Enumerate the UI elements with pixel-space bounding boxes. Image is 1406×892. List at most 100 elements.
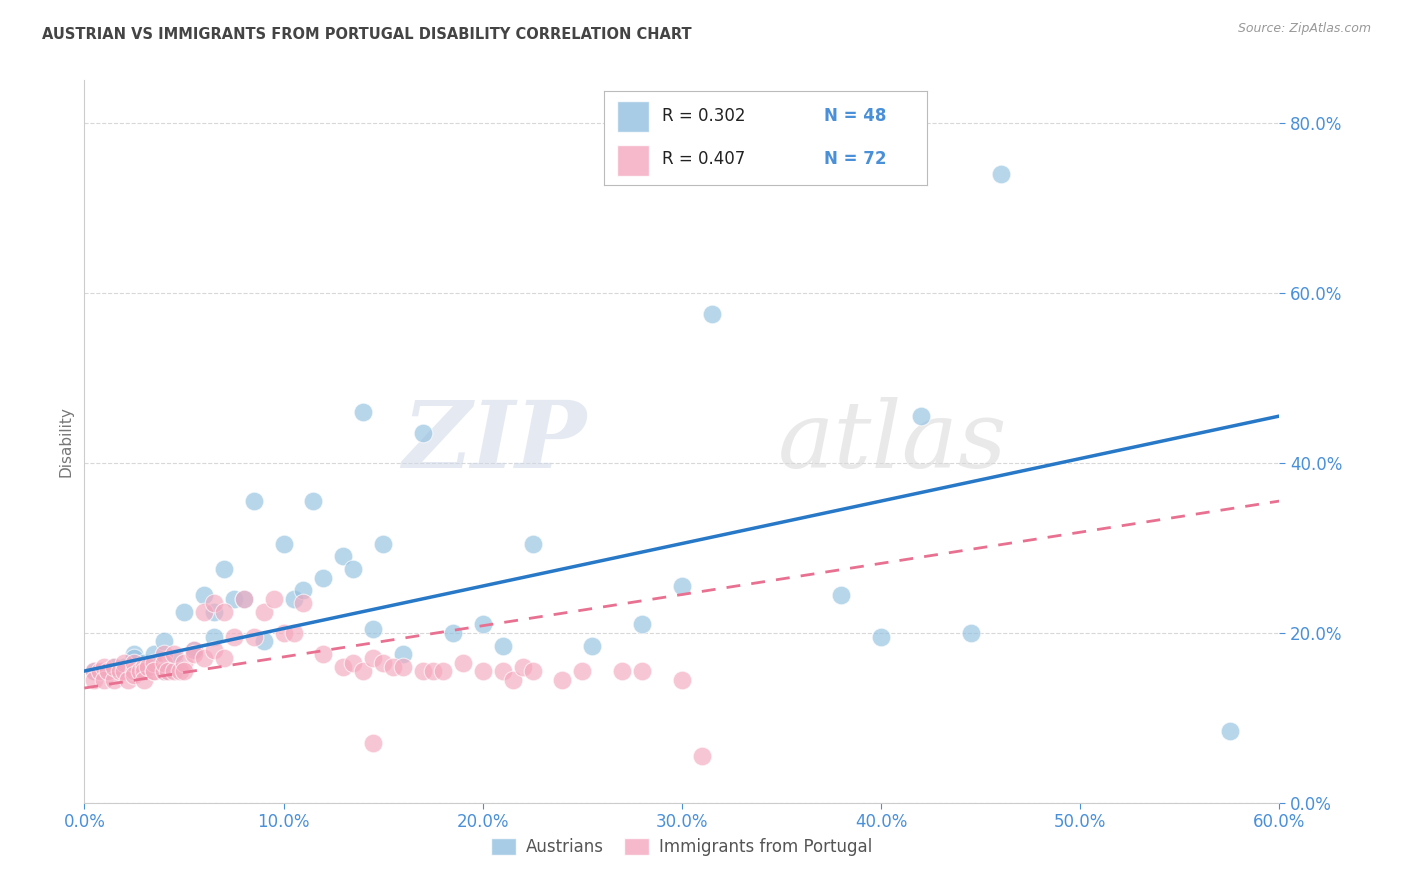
Point <box>153 664 176 678</box>
Point <box>263 591 285 606</box>
Point <box>283 591 305 606</box>
Point <box>342 562 364 576</box>
Point <box>522 664 544 678</box>
Point <box>502 673 524 687</box>
Point <box>136 660 159 674</box>
Point <box>183 647 205 661</box>
Point <box>132 664 156 678</box>
Point <box>492 639 515 653</box>
Point <box>690 749 713 764</box>
Point <box>122 651 145 665</box>
Point <box>212 562 235 576</box>
Text: ZIP: ZIP <box>402 397 586 486</box>
Point <box>253 634 276 648</box>
Point <box>412 664 434 678</box>
Point <box>122 647 145 661</box>
Point <box>173 664 195 678</box>
Point <box>83 673 105 687</box>
Point <box>183 642 205 657</box>
Point <box>373 656 395 670</box>
Point <box>451 656 474 670</box>
Point <box>93 660 115 674</box>
Point <box>253 605 276 619</box>
Point <box>910 409 932 423</box>
Point <box>471 664 494 678</box>
Point <box>122 656 145 670</box>
Point <box>392 647 415 661</box>
Point <box>132 673 156 687</box>
Point <box>202 642 225 657</box>
Point <box>830 588 852 602</box>
Point <box>173 656 195 670</box>
Point <box>332 549 354 564</box>
Point <box>612 664 634 678</box>
Point <box>522 536 544 550</box>
Point <box>83 664 105 678</box>
Point <box>110 664 132 678</box>
Point <box>631 664 654 678</box>
Point <box>222 591 245 606</box>
Point <box>232 591 254 606</box>
Point <box>103 660 125 674</box>
Point <box>153 664 176 678</box>
Point <box>302 494 325 508</box>
Point <box>392 660 415 674</box>
Point <box>492 664 515 678</box>
Point <box>292 596 315 610</box>
Point <box>129 664 152 678</box>
Point <box>671 673 693 687</box>
Y-axis label: Disability: Disability <box>58 406 73 477</box>
Point <box>700 307 723 321</box>
Point <box>202 630 225 644</box>
Point <box>432 664 454 678</box>
Point <box>193 588 215 602</box>
Point <box>153 634 176 648</box>
Point <box>163 664 186 678</box>
Point <box>382 660 405 674</box>
Point <box>169 664 191 678</box>
Point <box>212 605 235 619</box>
Point <box>631 617 654 632</box>
Point <box>97 664 120 678</box>
Legend: Austrians, Immigrants from Portugal: Austrians, Immigrants from Portugal <box>485 831 879 863</box>
Point <box>242 630 264 644</box>
Point <box>471 617 494 632</box>
Point <box>202 605 225 619</box>
Point <box>212 651 235 665</box>
Text: atlas: atlas <box>778 397 1007 486</box>
Point <box>193 651 215 665</box>
Point <box>143 664 166 678</box>
Point <box>222 630 245 644</box>
Point <box>132 664 156 678</box>
Point <box>103 660 125 674</box>
Point <box>122 664 145 678</box>
Point <box>153 647 176 661</box>
Point <box>242 494 264 508</box>
Point <box>273 536 295 550</box>
Point <box>332 660 354 674</box>
Point <box>163 647 186 661</box>
Point <box>1219 723 1241 738</box>
Point <box>441 625 464 640</box>
Point <box>273 625 295 640</box>
Point <box>89 664 111 678</box>
Point <box>512 660 534 674</box>
Point <box>122 668 145 682</box>
Point <box>173 605 195 619</box>
Point <box>143 664 166 678</box>
Point <box>870 630 893 644</box>
Point <box>202 596 225 610</box>
Point <box>112 656 135 670</box>
Point <box>373 536 395 550</box>
Point <box>312 570 335 584</box>
Point <box>232 591 254 606</box>
Point <box>361 736 384 750</box>
Point <box>422 664 444 678</box>
Point <box>361 622 384 636</box>
Point <box>143 647 166 661</box>
Point <box>93 664 115 678</box>
Point <box>412 425 434 440</box>
Point <box>193 605 215 619</box>
Point <box>103 673 125 687</box>
Point <box>153 656 176 670</box>
